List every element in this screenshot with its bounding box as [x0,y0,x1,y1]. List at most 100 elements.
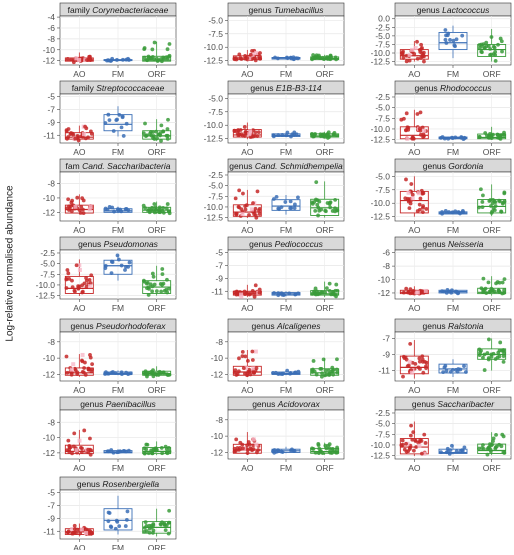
data-point [236,205,241,209]
data-point [335,357,339,362]
data-point [493,200,498,205]
facet-title: genus E1B-B3-114 [250,83,321,93]
facet-title: genus Gordonia [423,161,484,171]
facet-rank: genus [249,239,275,249]
data-point [150,284,155,289]
facet-taxon: Pseudorhodoferax [96,321,166,331]
facet-taxon: Pseudomonas [104,239,159,249]
data-point [237,447,241,452]
data-point [419,438,424,443]
data-point [81,207,85,212]
data-point [271,449,275,454]
y-tick-label: -12 [43,369,56,379]
data-point [105,449,110,454]
data-point [451,38,456,43]
data-point [411,289,416,293]
data-point [244,203,249,208]
y-tick-label: -5.0 [40,259,55,269]
data-glow [80,352,85,357]
data-point [107,118,112,122]
data-point [496,42,500,47]
data-point [234,437,239,442]
data-point [318,56,322,61]
data-point [237,356,241,361]
data-point [318,134,323,139]
x-tick-label: ORF [316,69,334,79]
data-point [77,208,82,213]
data-point [324,446,329,451]
data-point [158,282,163,286]
data-point [72,523,77,528]
x-tick-label: ORF [483,147,501,157]
data-point [64,276,69,281]
data-point [72,431,77,436]
data-point [245,448,250,452]
x-tick-label: AO [241,225,254,235]
facet-panel: family Streptococcaceae -5 -7 -9 -11 AO FM ORF [43,80,177,157]
data-point [109,58,114,63]
y-tick-label: -5.0 [375,171,390,181]
data-point [419,451,424,456]
data-glow [417,443,422,448]
data-point [251,443,256,448]
data-point [84,278,89,283]
data-point [501,200,506,205]
data-point [491,206,496,211]
data-point [66,197,71,202]
data-point [411,430,416,434]
facet-rank: genus [229,161,255,171]
data-point [67,276,72,281]
data-point [501,359,506,364]
data-point [495,355,500,360]
data-point [287,291,292,296]
y-tick-label: -7 [382,333,390,343]
y-tick-label: -8 [215,337,223,347]
data-point [254,366,259,371]
data-point [65,136,69,141]
data-point [143,121,147,126]
facet-rank: genus [417,5,443,15]
facet-panel: genus Ralstonia -7 -9 -11 AO FM ORF [378,318,512,395]
data-point [502,288,507,292]
data-point [316,205,321,210]
data-point [110,260,115,264]
x-tick-label: AO [408,69,421,79]
data-point [72,288,77,293]
y-tick-label: -8 [47,34,55,44]
data-point [157,369,162,374]
data-glow [251,437,256,442]
facet-panel: genus Pseudomonas -2.5-5.0-7.5-10.0-12.5 A… [36,236,177,313]
data-point [106,519,111,524]
facet-panel: genus Gordonia -5.0 -7.5 -10.0 -12.5 AO FM ORF [371,158,512,235]
data-point [400,51,405,55]
data-point [501,348,506,352]
data-point [120,115,125,120]
data-point [144,442,149,447]
data-point [253,283,258,288]
data-glow [251,366,256,371]
data-glow [87,284,92,289]
box-iqr [271,199,301,211]
data-point [70,198,75,203]
y-tick-label: -6 [47,23,55,33]
data-point [274,194,279,199]
data-point [163,444,168,449]
data-point [157,207,162,212]
data-glow [409,370,414,375]
data-point [479,348,483,353]
box-iqr [438,448,468,454]
data-point [495,132,500,137]
data-point [255,189,260,194]
y-tick-label: -12.5 [371,135,391,145]
data-point [477,205,481,210]
data-glow [69,367,74,372]
data-point [74,531,78,535]
data-point [83,124,87,129]
data-glow [84,531,89,536]
data-point [419,42,424,47]
x-tick-label: FM [447,463,459,473]
data-point [401,290,406,295]
data-glow [413,46,418,51]
data-point [241,446,245,451]
data-point [124,517,129,522]
